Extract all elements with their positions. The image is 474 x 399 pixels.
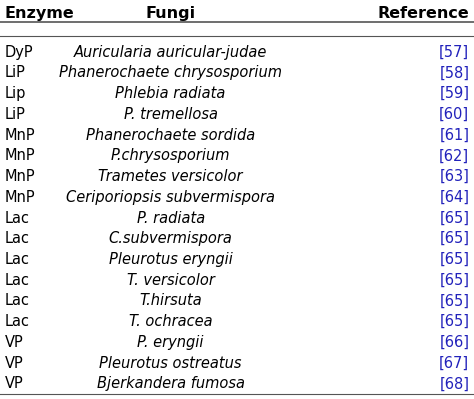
Text: Lac: Lac xyxy=(5,252,30,267)
Text: Pleurotus eryngii: Pleurotus eryngii xyxy=(109,252,233,267)
Text: MnP: MnP xyxy=(5,190,36,205)
Text: [59]: [59] xyxy=(439,86,469,101)
Text: Reference: Reference xyxy=(377,6,469,22)
Text: [61]: [61] xyxy=(439,128,469,143)
Text: T. ochracea: T. ochracea xyxy=(129,314,212,329)
Text: [60]: [60] xyxy=(439,107,469,122)
Text: Lac: Lac xyxy=(5,293,30,308)
Text: T. versicolor: T. versicolor xyxy=(127,273,215,288)
Text: Lac: Lac xyxy=(5,231,30,246)
Text: [57]: [57] xyxy=(439,45,469,60)
Text: Fungi: Fungi xyxy=(146,6,196,22)
Text: Lac: Lac xyxy=(5,211,30,225)
Text: VP: VP xyxy=(5,376,24,391)
Text: [65]: [65] xyxy=(439,252,469,267)
Text: Lac: Lac xyxy=(5,273,30,288)
Text: P. eryngii: P. eryngii xyxy=(137,335,204,350)
Text: Trametes versicolor: Trametes versicolor xyxy=(99,169,243,184)
Text: P.chrysosporium: P.chrysosporium xyxy=(111,148,230,163)
Text: [68]: [68] xyxy=(439,376,469,391)
Text: Pleurotus ostreatus: Pleurotus ostreatus xyxy=(100,356,242,371)
Text: P. tremellosa: P. tremellosa xyxy=(124,107,218,122)
Text: Phlebia radiata: Phlebia radiata xyxy=(116,86,226,101)
Text: Enzyme: Enzyme xyxy=(5,6,74,22)
Text: [65]: [65] xyxy=(439,314,469,329)
Text: [63]: [63] xyxy=(439,169,469,184)
Text: [65]: [65] xyxy=(439,231,469,246)
Text: C.subvermispora: C.subvermispora xyxy=(109,231,233,246)
Text: VP: VP xyxy=(5,335,24,350)
Text: Auricularia auricular-judae: Auricularia auricular-judae xyxy=(74,45,267,60)
Text: Ceriporiopsis subvermispora: Ceriporiopsis subvermispora xyxy=(66,190,275,205)
Text: Lip: Lip xyxy=(5,86,26,101)
Text: [64]: [64] xyxy=(439,190,469,205)
Text: LiP: LiP xyxy=(5,65,26,81)
Text: Lac: Lac xyxy=(5,314,30,329)
Text: LiP: LiP xyxy=(5,107,26,122)
Text: MnP: MnP xyxy=(5,169,36,184)
Text: [67]: [67] xyxy=(439,356,469,371)
Text: T.hirsuta: T.hirsuta xyxy=(139,293,202,308)
Text: [65]: [65] xyxy=(439,211,469,225)
Text: [66]: [66] xyxy=(439,335,469,350)
Text: Phanerochaete sordida: Phanerochaete sordida xyxy=(86,128,255,143)
Text: VP: VP xyxy=(5,356,24,371)
Text: [62]: [62] xyxy=(439,148,469,163)
Text: MnP: MnP xyxy=(5,148,36,163)
Text: Bjerkandera fumosa: Bjerkandera fumosa xyxy=(97,376,245,391)
Text: Phanerochaete chrysosporium: Phanerochaete chrysosporium xyxy=(59,65,282,81)
Text: [65]: [65] xyxy=(439,293,469,308)
Text: MnP: MnP xyxy=(5,128,36,143)
Text: P. radiata: P. radiata xyxy=(137,211,205,225)
Text: [65]: [65] xyxy=(439,273,469,288)
Text: DyP: DyP xyxy=(5,45,33,60)
Text: [58]: [58] xyxy=(439,65,469,81)
